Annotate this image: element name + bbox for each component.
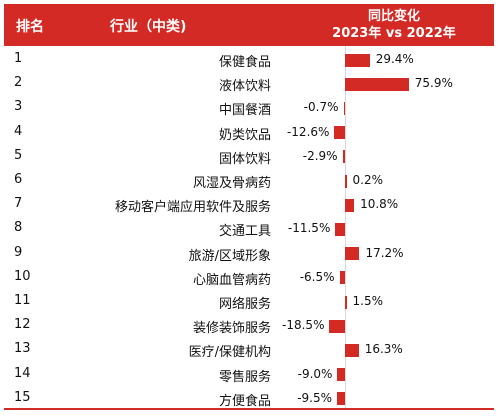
category-label: 方便食品: [218, 393, 271, 409]
value-label: 75.9%: [414, 76, 453, 91]
value-label: -18.5%: [282, 318, 325, 333]
value-label: 1.5%: [352, 294, 384, 308]
bar: [345, 53, 370, 67]
bar: [337, 392, 345, 406]
value-label: 0.2%: [352, 173, 384, 187]
header-rank-label: 排名: [16, 19, 44, 35]
rank-label: 1: [14, 51, 23, 66]
value-label: 16.3%: [364, 342, 403, 357]
rank-label: 9: [14, 244, 23, 260]
value-label: -12.6%: [286, 124, 330, 139]
rank-label: 8: [14, 220, 23, 236]
bar: [343, 101, 345, 115]
header-change-line-1: 同比变化: [367, 9, 420, 24]
rank-label: 4: [14, 123, 23, 139]
rank-label: 14: [14, 365, 31, 381]
rank-label: 3: [14, 99, 23, 115]
rank-label: 15: [14, 389, 31, 405]
zero-axis-line: [345, 46, 346, 408]
bar: [329, 319, 345, 333]
rank-label: 5: [14, 147, 23, 163]
category-label: 液体饮料: [218, 79, 271, 95]
category-label: 装修装饰服务: [192, 321, 271, 337]
rank-label: 7: [14, 196, 23, 212]
value-label: 17.2%: [365, 245, 404, 260]
bar: [337, 368, 345, 382]
category-label: 心脑血管病药: [192, 272, 271, 288]
value-label: -2.9%: [302, 148, 338, 163]
header-change-line-2: 2023年 vs 2022年: [332, 26, 456, 41]
value-label: -0.7%: [303, 100, 339, 115]
value-label: 10.8%: [360, 197, 399, 212]
bar: [345, 247, 360, 261]
bar: [335, 222, 345, 236]
header-industry-label: 行业（中类): [110, 19, 187, 35]
category-label: 奶类饮品: [218, 127, 271, 143]
category-label: 医疗/保健机构: [188, 345, 271, 361]
bar: [345, 174, 347, 188]
category-label: 固体饮料: [218, 151, 271, 167]
value-label: -9.5%: [297, 390, 333, 405]
category-label: 保健食品: [218, 55, 271, 70]
bar: [334, 126, 345, 140]
value-label: -6.5%: [299, 269, 335, 284]
rank-label: 11: [14, 293, 31, 308]
bar: [342, 150, 345, 164]
rank-label: 10: [14, 268, 31, 284]
category-label: 中国餐酒: [218, 103, 271, 119]
bar: [345, 343, 359, 357]
bar: [345, 77, 409, 91]
bar: [345, 295, 347, 309]
category-label: 交通工具: [218, 224, 271, 240]
category-label: 移动客户端应用软件及服务: [114, 200, 271, 216]
bottom-rule: [4, 408, 494, 410]
table-header: 排名 行业（中类) 同比变化 2023年 vs 2022年: [4, 4, 494, 46]
rank-label: 6: [14, 172, 23, 187]
header-change-label: 同比变化 2023年 vs 2022年: [304, 8, 484, 42]
category-label: 零售服务: [218, 369, 271, 385]
value-label: -11.5%: [287, 221, 331, 236]
bar: [345, 198, 355, 212]
rank-label: 2: [14, 75, 23, 91]
rank-label: 13: [14, 341, 31, 357]
value-label: -9.0%: [297, 366, 333, 381]
rank-label: 12: [14, 317, 31, 333]
category-label: 网络服务: [218, 297, 271, 312]
category-label: 风湿及骨病药: [192, 176, 271, 191]
value-label: 29.4%: [375, 52, 414, 66]
bar: [339, 271, 345, 285]
category-label: 旅游/区域形象: [188, 248, 271, 264]
